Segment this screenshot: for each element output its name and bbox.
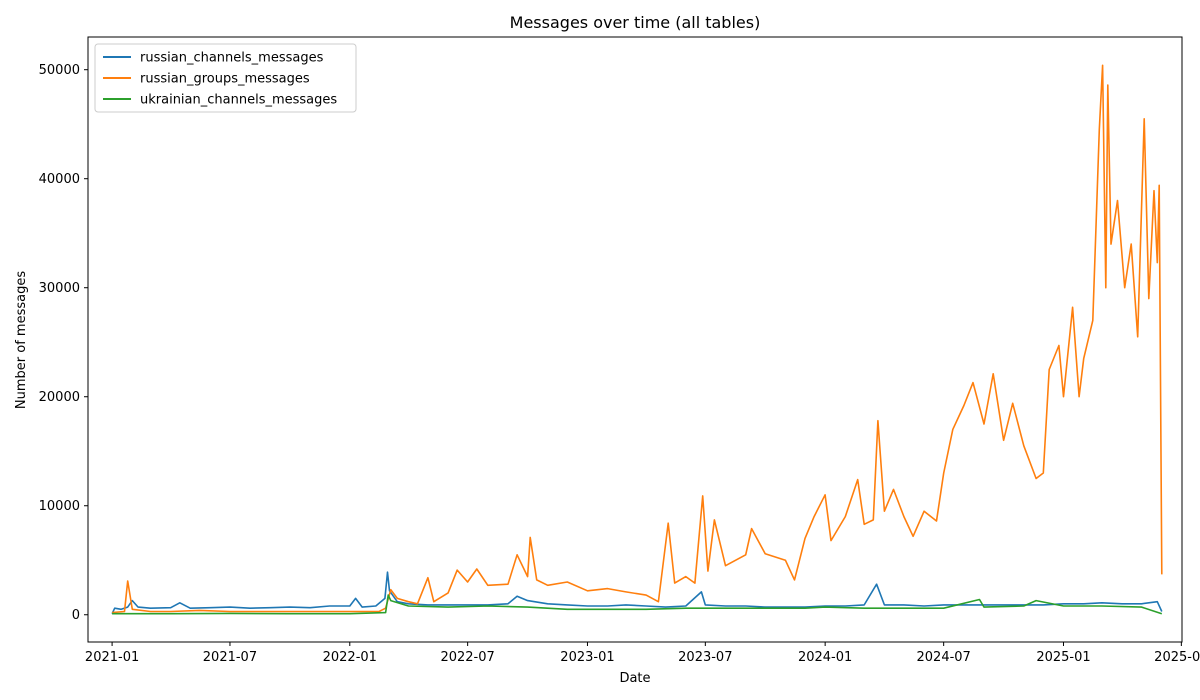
y-axis: 0 10000 20000 30000 40000 50000	[39, 63, 88, 623]
y-axis-title: Number of messages	[14, 271, 29, 409]
legend-label: russian_groups_messages	[140, 72, 310, 87]
legend-box	[94, 43, 357, 113]
series-line-ukrainian-channels-messages	[112, 594, 1163, 615]
x-tick-label: 2025-01	[1036, 650, 1090, 665]
series-layer	[111, 64, 1163, 615]
legend-label: ukrainian_channels_messages	[140, 93, 337, 108]
x-tick-label: 2023-01	[560, 650, 614, 665]
x-tick-label: 2024-01	[798, 650, 852, 665]
x-tick-label: 2021-01	[85, 650, 139, 665]
y-tick-label: 50000	[39, 63, 80, 78]
plot-area	[87, 36, 1183, 643]
x-tick-label: 2022-01	[323, 650, 377, 665]
legend: russian_channels_messages russian_groups_…	[94, 43, 357, 113]
y-tick-label: 10000	[39, 499, 80, 514]
x-tick-label: 2023-07	[678, 650, 732, 665]
y-tick-label: 30000	[39, 281, 80, 296]
y-tick-label: 20000	[39, 390, 80, 405]
x-tick-label: 2024-07	[917, 650, 971, 665]
x-tick-label: 2025-07	[1154, 650, 1200, 665]
legend-label: russian_channels_messages	[140, 51, 324, 66]
y-tick-label: 40000	[39, 172, 80, 187]
x-tick-label: 2021-07	[203, 650, 257, 665]
series-line-russian-groups-messages	[112, 64, 1163, 614]
x-tick-label: 2022-07	[440, 650, 494, 665]
chart-title: Messages over time (all tables)	[510, 13, 761, 32]
y-tick-label: 0	[72, 608, 80, 623]
x-axis: 2021-01 2021-07 2022-01 2022-07 2023-01 2023-…	[85, 642, 1200, 665]
x-axis-title: Date	[619, 671, 650, 686]
